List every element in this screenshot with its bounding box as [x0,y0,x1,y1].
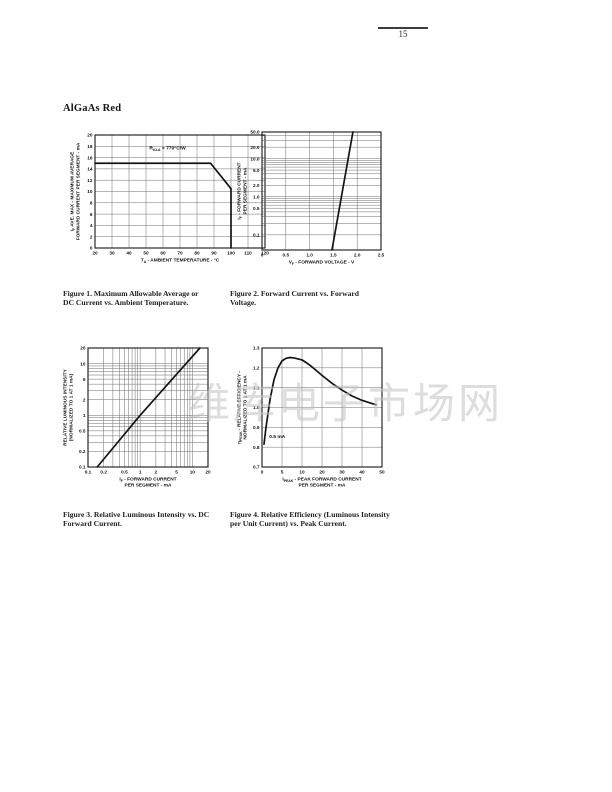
y-tick-label: 20.0 [250,145,260,150]
y-tick-label: 5.0 [253,168,260,173]
x-tick-label: 0 [261,253,264,258]
page-header-rule [378,27,428,29]
annotation: 0.5 mA [269,434,286,440]
relative-efficiency-curve [263,356,377,446]
x-tick-label: 20 [92,251,98,256]
plot-frame [94,134,266,249]
x-tick-label: 90 [211,251,217,256]
y-tick-label: 1.2 [253,366,260,371]
y-axis-label: IF AVE. MAX - MAXIMUM AVERAGEFORWARD CUR… [70,142,82,240]
y-axis-label: ηPEAK - RELATIVE EFFICIENCY -NORMALIZED … [237,371,249,444]
y-tick-label: 0.7 [253,465,260,470]
annotation: RθJ-A = 770°C/W [149,146,186,152]
forward-current-curve [331,131,354,251]
x-tick-label: 1.5 [330,253,337,258]
y-tick-label: 0.5 [79,429,86,434]
plot-frame [261,347,383,468]
y-tick-label: 5 [83,377,86,382]
x-tick-label: 40 [359,470,365,475]
relative-luminous-intensity-curve [96,347,201,468]
figure-2-caption: Figure 2. Forward Current vs. Forward Vo… [230,289,360,308]
y-tick-label: 4 [90,223,93,228]
max-average-current-curve [94,162,232,249]
x-axis-label: TA - AMBIENT TEMPERATURE - °C [141,258,220,264]
x-tick-label: 10 [299,470,305,475]
page-number: 15 [398,29,408,39]
x-tick-label: 1 [139,470,142,475]
x-tick-label: 0.5 [121,470,128,475]
x-tick-label: 100 [227,251,235,256]
section-heading: AlGaAs Red [63,103,122,114]
x-tick-label: 60 [160,251,166,256]
figure-3-chart: 0.1 0.2 0.5 1 2 5 10 20 0.1 0.2 0.5 1 2 5 10 20 IF - FOR… [63,346,211,489]
x-tick-label: 2.5 [378,253,385,258]
y-axis-label: RELATIVE LUMINOUS INTENSITY(NORMALIZED T… [63,368,75,445]
figure-1-caption: Figure 1. Maximum Allowable Average or D… [63,289,199,308]
x-tick-label: 40 [126,251,132,256]
y-tick-label: 0.1 [253,233,260,238]
y-tick-label: 1 [83,413,86,418]
figure-3-caption: Figure 3. Relative Luminous Intensity vs… [63,510,210,529]
y-tick-label: 20 [87,133,93,138]
plot-frame [261,131,382,251]
y-tick-label: 50.0 [250,130,260,135]
x-tick-label: 20 [205,470,211,475]
x-tick-label: 20 [319,470,325,475]
x-tick-label: 70 [177,251,183,256]
figure-1-chart: 20 30 40 50 60 70 80 90 100 110 120024681012141618… [70,133,270,264]
y-tick-label: 2.0 [253,183,260,188]
y-tick-label: 1.0 [253,194,260,199]
y-tick-label: 20 [80,346,86,351]
x-tick-label: 50 [143,251,149,256]
x-tick-label: 50 [379,470,385,475]
y-tick-label: 10 [80,361,86,366]
y-tick-label: 2 [83,397,86,402]
figure-2-chart: 0 0.5 1.0 1.5 2.0 2.5 0.1 0.5 1.0 2.0 5.0 10.0 20.0 5… [237,130,385,266]
y-tick-label: 1.1 [253,385,260,390]
y-tick-label: 10.0 [250,156,260,161]
x-tick-label: 1.0 [306,253,313,258]
y-tick-label: 2 [90,234,93,239]
x-tick-label: 5 [281,470,284,475]
figure-4-chart: 0 5 10 20 30 40 50 0.7 0.8 0.9 1.0 1.1 1.2 1.3 IPEAK -… [237,346,385,489]
x-axis-label: IPEAK - PEAK FORWARD CURRENT PER SEGMENT … [282,477,361,489]
y-tick-label: 12 [87,178,93,183]
figure-4-caption: Figure 4. Relative Efficiency (Luminous … [230,510,390,529]
y-axis-label: IF - FORWARD CURRENTPER SEGMENT - mA [237,162,249,219]
x-tick-label: 2 [155,470,158,475]
x-tick-label: 10 [190,470,196,475]
x-tick-label: 80 [194,251,200,256]
y-tick-label: 0.1 [79,465,86,470]
y-tick-label: 8 [90,201,93,206]
y-tick-label: 18 [87,144,93,149]
x-tick-label: 0.2 [100,470,107,475]
y-tick-label: 1.3 [253,346,260,351]
y-tick-label: 0.2 [79,449,86,454]
x-tick-label: 30 [339,470,345,475]
x-tick-label: 30 [109,251,115,256]
y-tick-label: 0.8 [253,445,260,450]
y-tick-label: 14 [87,167,93,172]
y-tick-label: 6 [90,212,93,217]
y-tick-label: 0.5 [253,206,260,211]
x-tick-label: 110 [244,251,252,256]
y-tick-label: 0 [90,246,93,251]
x-tick-label: 120 [261,251,269,256]
x-axis-label: IF - FORWARD CURRENT PER SEGMENT - mA [119,477,176,489]
y-tick-label: 1.0 [253,405,260,410]
x-tick-label: 0.5 [283,253,290,258]
x-tick-label: 2.0 [354,253,361,258]
plot-frame [87,347,209,468]
x-axis-label: VF - FORWARD VOLTAGE - V [289,260,355,266]
y-tick-label: 10 [87,189,93,194]
y-tick-label: 0.9 [253,425,260,430]
x-tick-label: 5 [175,470,178,475]
y-tick-label: 16 [87,155,93,160]
x-tick-label: 0.1 [85,470,92,475]
x-tick-label: 0 [261,470,264,475]
